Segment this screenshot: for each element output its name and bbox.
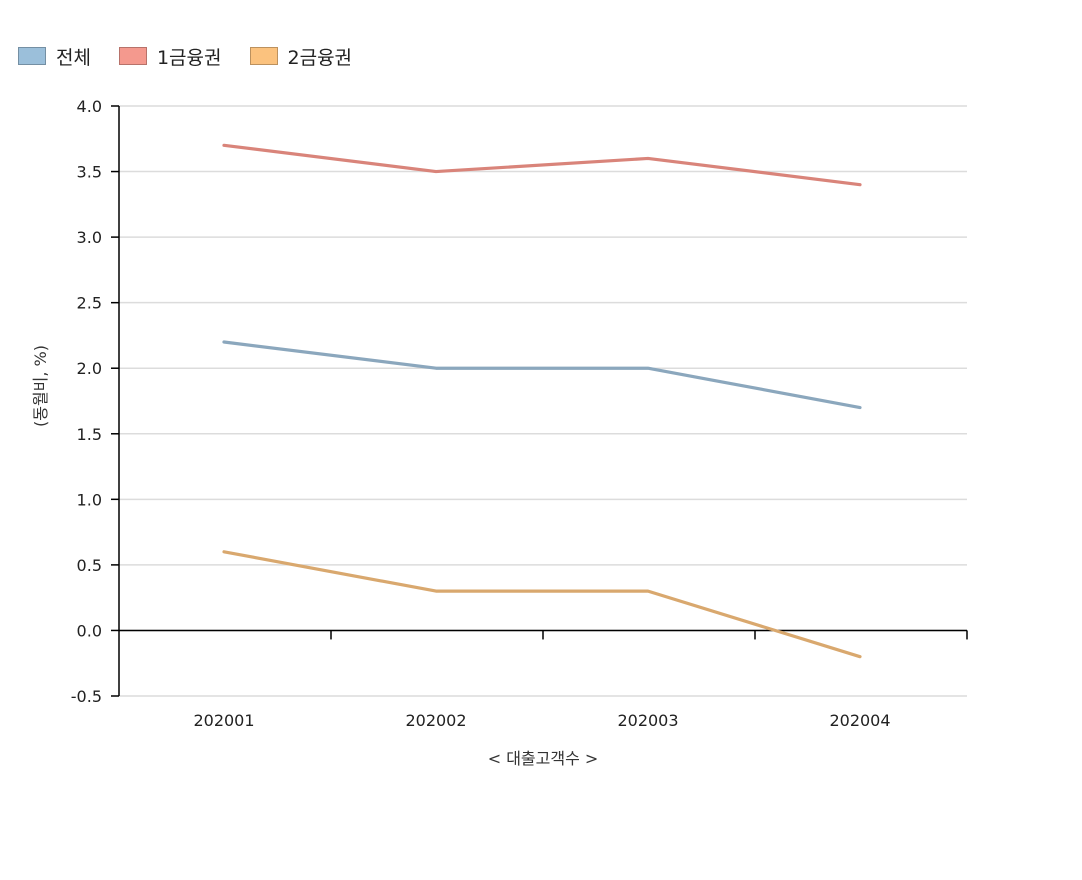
y-tick-label: 0.0 [77,621,102,640]
series-lines [222,143,862,659]
x-tick-label: 202004 [829,711,890,730]
legend-item-total[interactable]: 전체 [18,43,91,70]
legend-swatch [18,47,46,65]
legend: 전체 1금융권 2금융권 [18,42,380,70]
legend-swatch [118,47,147,65]
legend-label: 1금융권 [156,46,222,69]
legend-label: 2금융권 [287,46,353,69]
series-line-1 [222,340,862,410]
x-tick-label: 202001 [193,711,254,730]
y-tick-label: 1.5 [77,425,102,444]
y-axis-title: (동월비, %) [31,345,50,427]
legend-item-tier2[interactable]: 2금융권 [249,43,353,70]
legend-swatch [249,47,278,65]
x-tick-label: 202002 [405,711,466,730]
grid [119,105,967,697]
y-tick-label: 4.0 [77,97,102,116]
y-tick-label: 3.0 [77,228,102,247]
legend-item-tier1[interactable]: 1금융권 [118,43,222,70]
x-tick-label: 202003 [617,711,678,730]
x-axis-title: < 대출고객수 > [488,749,599,768]
series-line-3 [222,550,862,659]
y-tick-label: 3.5 [77,163,102,182]
legend-label: 전체 [56,46,91,69]
y-tick-label: -0.5 [71,687,102,706]
y-tick-label: 2.0 [77,359,102,378]
series-line-2 [222,143,862,187]
y-axis: 4.0 3.5 3.0 2.5 2.0 1.5 1.0 0.5 0.0 -0.5 [71,97,120,706]
y-tick-label: 0.5 [77,556,102,575]
x-axis: 202001 202002 202003 202004 [119,629,968,730]
y-tick-label: 2.5 [77,294,102,313]
y-tick-label: 1.0 [77,490,102,509]
